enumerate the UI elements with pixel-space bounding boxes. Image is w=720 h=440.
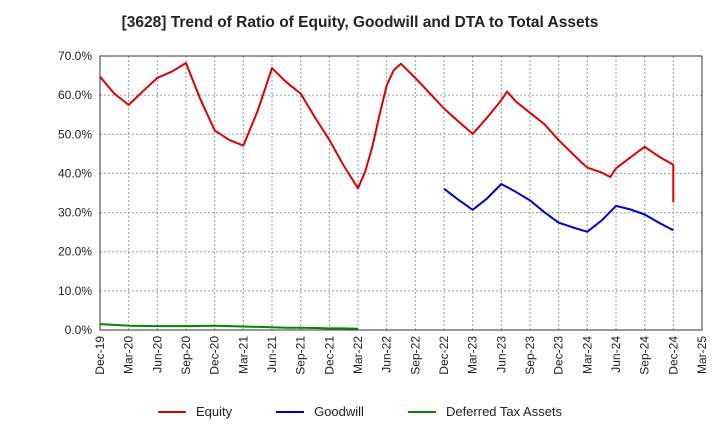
y-tick-label: 60.0% bbox=[58, 88, 92, 102]
chart-title: [3628] Trend of Ratio of Equity, Goodwil… bbox=[121, 14, 599, 31]
y-tick-label: 40.0% bbox=[58, 166, 92, 180]
legend-item-goodwill: Goodwill bbox=[276, 404, 364, 419]
x-tick-label: Mar-23 bbox=[466, 336, 480, 374]
x-tick-label: Mar-22 bbox=[351, 336, 365, 374]
x-tick-label: Sep-21 bbox=[294, 336, 308, 375]
y-tick-label: 10.0% bbox=[58, 284, 92, 298]
x-tick-label: Jun-23 bbox=[494, 336, 508, 373]
x-tick-label: Sep-24 bbox=[638, 336, 652, 375]
plot-frame bbox=[99, 55, 703, 331]
y-tick-label: 50.0% bbox=[58, 127, 92, 141]
legend-item-dta: Deferred Tax Assets bbox=[407, 404, 563, 419]
series-line-goodwill bbox=[443, 183, 674, 233]
x-tick-label: Sep-23 bbox=[523, 336, 537, 375]
x-tick-label: Jun-24 bbox=[609, 336, 623, 373]
legend-swatch-dta bbox=[407, 410, 436, 413]
series-line-deferred-tax-assets bbox=[99, 323, 359, 330]
x-tick-label: Dec-21 bbox=[322, 336, 336, 375]
x-tick-label: Dec-22 bbox=[437, 336, 451, 375]
x-tick-label: Dec-20 bbox=[208, 336, 222, 375]
x-tick-label: Mar-20 bbox=[122, 336, 136, 374]
chart-legend: Equity Goodwill Deferred Tax Assets bbox=[0, 404, 720, 419]
y-tick-label: 30.0% bbox=[58, 206, 92, 220]
legend-item-equity: Equity bbox=[157, 404, 233, 419]
x-tick-label: Sep-20 bbox=[179, 336, 193, 375]
x-tick-label: Jun-21 bbox=[265, 336, 279, 373]
x-tick-label: Jun-22 bbox=[380, 336, 394, 373]
y-tick-label: 0.0% bbox=[65, 323, 93, 337]
x-tick-label: Mar-21 bbox=[236, 336, 250, 374]
x-tick-label: Mar-24 bbox=[580, 336, 594, 374]
x-tick-label: Sep-22 bbox=[408, 336, 422, 375]
x-tick-label: Mar-25 bbox=[695, 336, 709, 374]
legend-label-dta: Deferred Tax Assets bbox=[445, 404, 563, 419]
x-tick-label: Dec-19 bbox=[93, 336, 107, 375]
x-tick-label: Jun-20 bbox=[150, 336, 164, 373]
series-line-equity bbox=[99, 62, 675, 203]
legend-swatch-equity bbox=[157, 410, 186, 413]
y-tick-label: 70.0% bbox=[58, 49, 92, 63]
y-tick-label: 20.0% bbox=[58, 245, 92, 259]
x-tick-label: Dec-23 bbox=[552, 336, 566, 375]
x-tick-label: Dec-24 bbox=[666, 336, 680, 375]
legend-label-equity: Equity bbox=[195, 404, 233, 419]
legend-label-goodwill: Goodwill bbox=[314, 404, 364, 419]
legend-swatch-goodwill bbox=[276, 410, 305, 413]
